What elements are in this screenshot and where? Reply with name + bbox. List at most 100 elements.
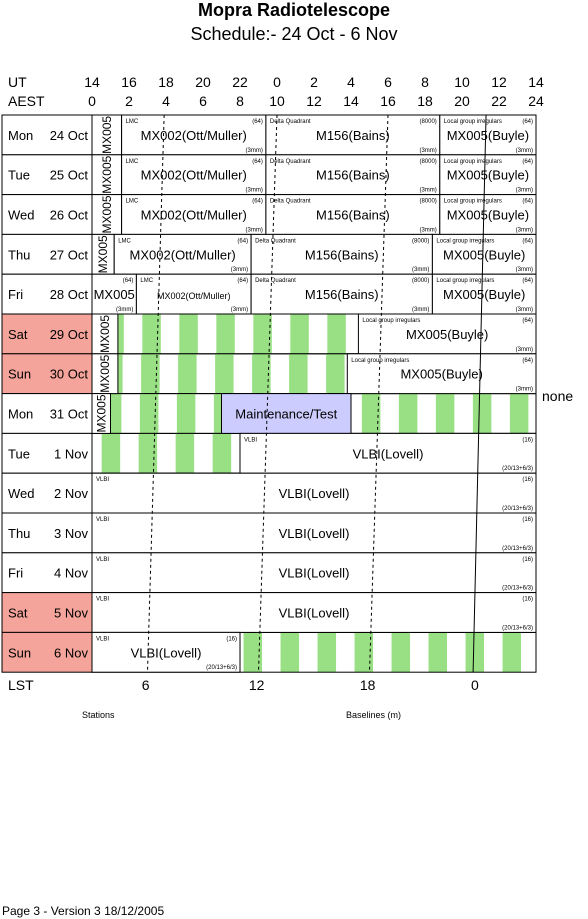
hour-stripe [243, 632, 263, 673]
block-note: LMC [118, 238, 131, 244]
day-date: 30 Oct [50, 367, 89, 382]
block-band: (3mm) [412, 307, 429, 313]
page-subtitle: Schedule:- 24 Oct - 6 Nov [190, 24, 398, 44]
day-date: 26 Oct [50, 208, 89, 223]
day-date: 6 Nov [54, 645, 88, 660]
ut-hour: 20 [195, 74, 211, 90]
block-label: MX002(Ott/Muller) [157, 291, 231, 301]
block-label: MX002(Ott/Muller) [141, 128, 247, 143]
block-band: (3mm) [231, 267, 248, 273]
day-date: 3 Nov [54, 526, 88, 541]
block-label: M156(Bains) [316, 168, 390, 183]
ut-hour: 4 [347, 74, 355, 90]
ut-hour: 8 [421, 74, 429, 90]
ut-label: UT [8, 74, 27, 90]
block-label: VLBI(Lovell) [279, 486, 350, 501]
block-label: MX005 [100, 116, 114, 154]
hour-stripe [435, 393, 455, 434]
day-name: Tue [8, 168, 30, 183]
block-label: MX005 [96, 235, 110, 273]
block-note: LMC [126, 159, 139, 165]
lst-dashed-line [369, 114, 389, 673]
block-band: (3mm) [516, 148, 533, 154]
lst-label: LST [8, 677, 34, 693]
block-label: MX005 [94, 394, 108, 432]
day-cell [1, 194, 93, 235]
lst-tick: 12 [248, 677, 265, 693]
block-label: MX005(Buyle) [406, 327, 488, 342]
hour-stripe [252, 353, 271, 394]
block-note: Delta Quadrant [270, 199, 311, 205]
schedule-block [439, 114, 537, 156]
lst-tick: 6 [141, 677, 150, 693]
block-label: VLBI(Lovell) [131, 645, 202, 660]
block-note: Local group irregulars [436, 278, 494, 284]
day-cell [1, 472, 93, 514]
block-channels: (8000) [419, 199, 436, 205]
hour-stripe [212, 433, 232, 474]
block-channels: (16) [522, 477, 533, 483]
day-name: Sun [8, 645, 31, 660]
ut-hour: 12 [491, 74, 507, 90]
block-band: (3mm) [516, 347, 533, 353]
page-footer: Page 3 - Version 3 18/12/2005 [2, 904, 165, 918]
schedule-block [91, 631, 241, 673]
ut-hour: 16 [121, 74, 137, 90]
day-name: Sat [8, 327, 28, 342]
block-note: Delta Quadrant [255, 278, 296, 284]
block-band: (20/13+6/3) [502, 586, 533, 592]
lst-zero-line [472, 114, 487, 673]
hour-stripe [142, 314, 161, 354]
schedule-block [439, 194, 537, 235]
block-label: MX005 [94, 287, 135, 302]
ut-hour: 14 [528, 74, 544, 90]
block-label: MX002(Ott/Muller) [141, 208, 247, 223]
block-note: Local group irregulars [436, 238, 494, 244]
day-date: 4 Nov [54, 566, 88, 581]
aest-hour: 20 [454, 93, 470, 109]
schedule-block [431, 233, 537, 275]
day-name: Sat [8, 606, 28, 621]
hour-stripe [354, 632, 374, 673]
block-channels: (16) [226, 636, 237, 642]
block-channels: (16) [522, 517, 533, 523]
ut-hour: 14 [84, 74, 100, 90]
block-channels: (64) [252, 159, 263, 165]
block-label: M156(Bains) [305, 247, 379, 262]
lst-tick: 0 [471, 677, 479, 693]
schedule-block [239, 432, 537, 474]
schedule-block [91, 194, 123, 235]
block-note: LMC [126, 119, 139, 125]
schedule-block [265, 154, 441, 196]
hour-stripe [327, 314, 346, 354]
block-channels: (8000) [412, 278, 429, 284]
block-band: (3mm) [116, 307, 133, 313]
block-band: (20/13+6/3) [502, 466, 533, 472]
block-band: (3mm) [516, 307, 533, 313]
hour-stripe [280, 632, 300, 673]
day-name: Tue [8, 446, 30, 461]
block-label: VLBI(Lovell) [279, 566, 350, 581]
hour-stripe [290, 314, 309, 354]
block-channels: (8000) [412, 238, 429, 244]
block-band: (20/13+6/3) [502, 506, 533, 512]
day-cell [1, 592, 93, 633]
block-band: (3mm) [516, 387, 533, 393]
block-band: (3mm) [246, 188, 263, 194]
day-cell [1, 233, 93, 275]
block-note: LMC [140, 278, 153, 284]
day-date: 25 Oct [50, 168, 89, 183]
block-channels: (64) [252, 119, 263, 125]
schedule-block [91, 552, 537, 594]
block-note: VLBI [96, 477, 109, 483]
ut-hour: 0 [273, 74, 281, 90]
block-channels: (64) [237, 278, 248, 284]
schedule-block [439, 154, 537, 196]
block-channels: (64) [522, 238, 533, 244]
schedule-block [135, 273, 252, 315]
page-title: Mopra Radiotelescope [197, 0, 391, 20]
aest-hour: 0 [88, 93, 96, 109]
stations-label: Stations [82, 710, 115, 720]
aest-hour: 2 [125, 93, 133, 109]
block-note: Local group irregulars [362, 318, 420, 324]
